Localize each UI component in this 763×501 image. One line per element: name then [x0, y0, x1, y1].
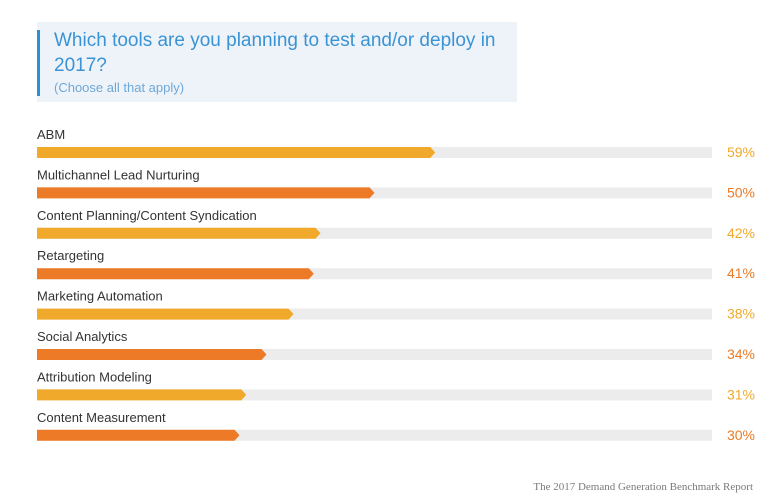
value-label: 41% — [727, 265, 755, 281]
value-label: 38% — [727, 306, 755, 322]
bar-track — [37, 389, 712, 401]
bar — [37, 389, 247, 401]
category-label: Multichannel Lead Nurturing — [37, 167, 200, 182]
chart-title: Which tools are you planning to test and… — [54, 30, 496, 76]
bar — [37, 349, 267, 360]
bar — [37, 147, 436, 158]
category-label: Retargeting — [37, 248, 104, 263]
bar-track — [37, 308, 712, 320]
category-label: Social Analytics — [37, 329, 128, 344]
bar-track — [37, 268, 712, 280]
category-label: Attribution Modeling — [37, 369, 152, 384]
bar — [37, 187, 375, 199]
category-label: Content Planning/Content Syndication — [37, 208, 257, 223]
value-label: 50% — [727, 184, 755, 200]
bar — [37, 429, 240, 441]
bar — [37, 268, 314, 280]
title-accent-bar — [37, 30, 40, 96]
chart-subtitle: (Choose all that apply) — [54, 80, 185, 95]
source-footer: The 2017 Demand Generation Benchmark Rep… — [533, 481, 753, 493]
value-label: 59% — [727, 144, 755, 160]
category-label: Marketing Automation — [37, 289, 163, 304]
category-label: ABM — [37, 127, 65, 142]
bar — [37, 227, 321, 239]
value-label: 31% — [727, 386, 755, 402]
value-label: 34% — [727, 346, 755, 362]
bar — [37, 308, 294, 320]
bar-track — [37, 227, 712, 239]
category-label: Content Measurement — [37, 410, 166, 425]
bar-track — [37, 349, 712, 360]
value-label: 30% — [727, 427, 755, 443]
value-label: 42% — [727, 225, 755, 241]
title-box: Which tools are you planning to test and… — [37, 22, 517, 102]
bar-track — [37, 429, 712, 441]
